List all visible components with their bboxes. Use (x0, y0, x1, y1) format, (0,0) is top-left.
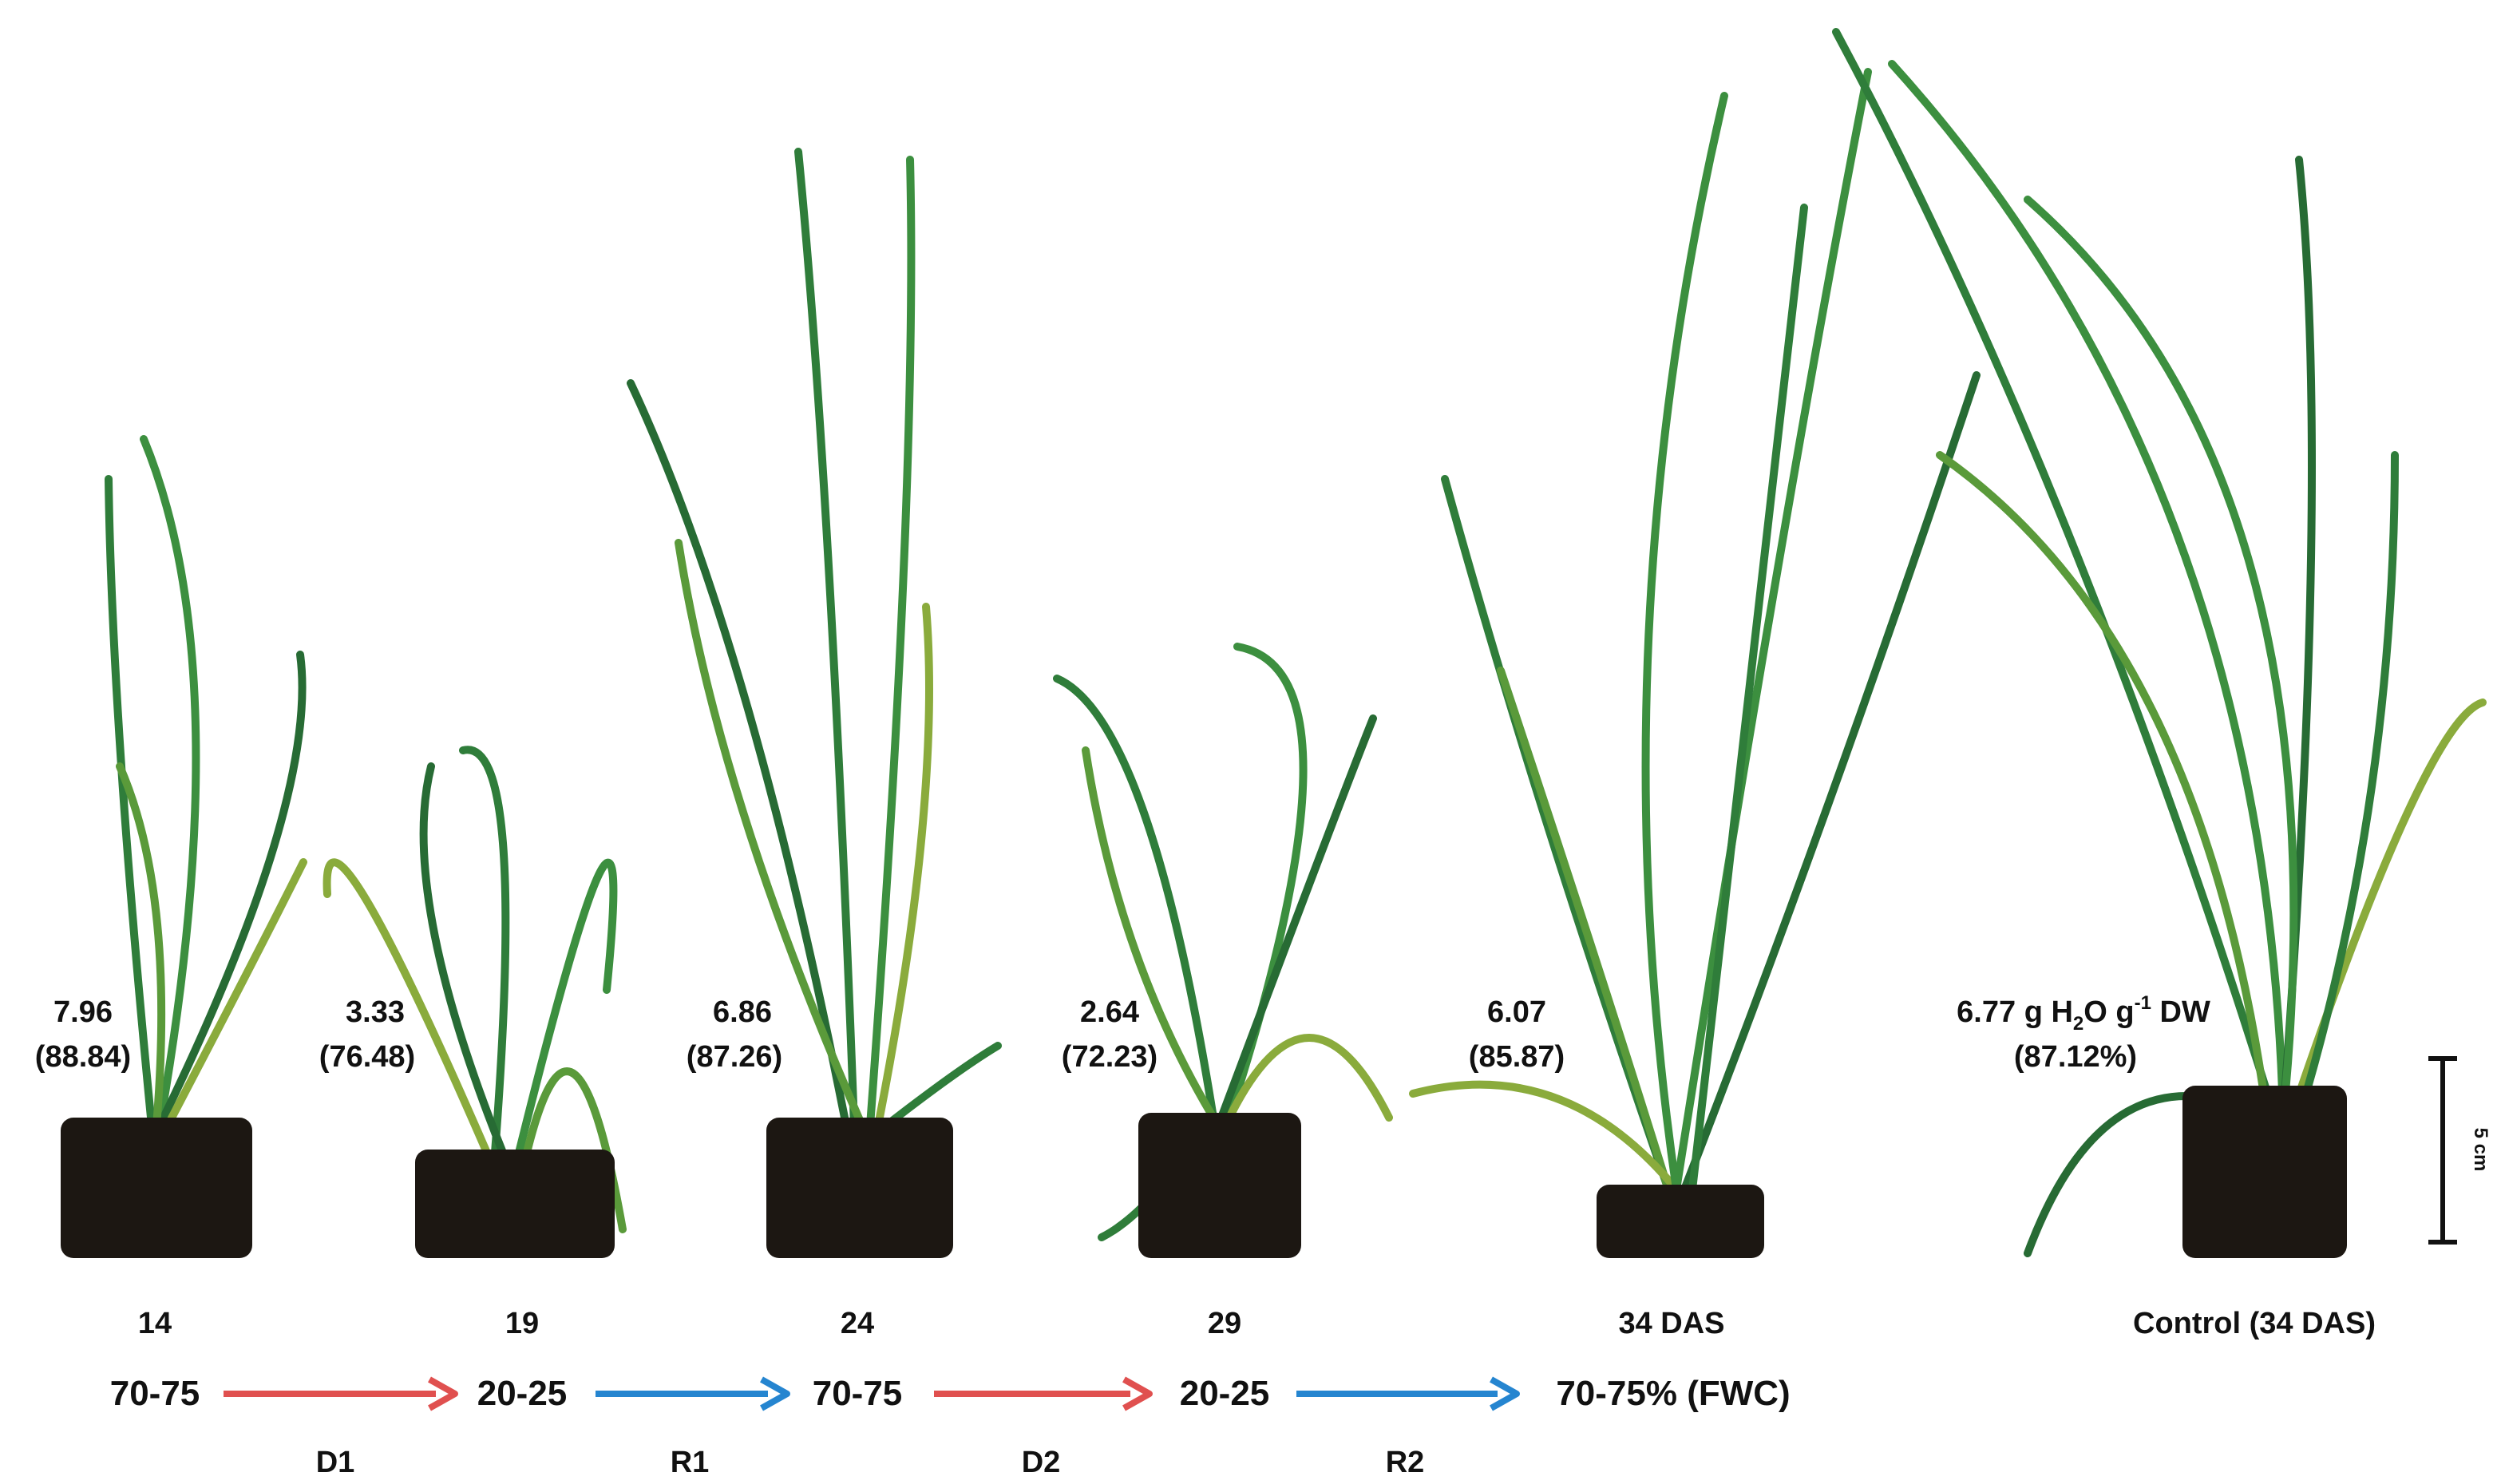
text-part: O g (2083, 995, 2134, 1029)
fwc-level: 70-75 (813, 1374, 903, 1413)
leaf (794, 148, 858, 1130)
leaf (627, 379, 850, 1130)
relative-water: (87.26) (687, 1040, 782, 1074)
fwc-level: 70-75 (110, 1374, 200, 1413)
relative-water: (72.23) (1062, 1040, 1157, 1074)
transition-label: R2 (1386, 1446, 1425, 1479)
leaf (874, 603, 933, 1130)
day-label: 24 (841, 1307, 874, 1340)
leaf (1672, 68, 1872, 1193)
leaf (1225, 1034, 1393, 1122)
arrow-head (1490, 1376, 1520, 1411)
leaf (1832, 28, 2279, 1122)
text-part: DW (2151, 995, 2210, 1029)
fwc-level: 20-25 (1180, 1374, 1270, 1413)
leaf (1888, 60, 2287, 1122)
soil-block (2182, 1086, 2347, 1258)
relative-water: (87.12%) (2014, 1040, 2137, 1074)
soil-block (766, 1118, 953, 1258)
leaf (1641, 92, 1728, 1193)
soil-block (61, 1118, 252, 1258)
water-content: 6.07 (1487, 995, 1546, 1029)
leaf (140, 435, 200, 1130)
leaf (419, 762, 507, 1157)
scale-bar (2428, 1056, 2457, 1245)
leaf (1082, 746, 1217, 1122)
leaf (1225, 643, 1308, 1122)
day-label: 19 (505, 1307, 539, 1340)
leaf (1936, 451, 2271, 1122)
subscript: 2 (2073, 1013, 2083, 1035)
water-content: 6.77 g H2O g-1 DW (1957, 992, 2210, 1035)
leaf (866, 156, 916, 1130)
relative-water: (88.84) (35, 1040, 131, 1074)
water-content: 3.33 (346, 995, 405, 1029)
arrow-head (760, 1376, 790, 1411)
day-label: 29 (1208, 1307, 1241, 1340)
day-label: Control (34 DAS) (2133, 1307, 2376, 1340)
leaf (1053, 675, 1217, 1122)
leaf (164, 858, 307, 1130)
soil-block (1597, 1185, 1764, 1258)
leaf (459, 746, 510, 1157)
leaf (1688, 204, 1808, 1193)
transition-label: D1 (316, 1446, 355, 1479)
leaf (1497, 667, 1672, 1193)
leaf (105, 475, 156, 1130)
fwc-level: 70-75% (FWC) (1556, 1374, 1790, 1413)
leaf (156, 651, 307, 1130)
soil-block (415, 1150, 615, 1258)
leaf (2295, 451, 2399, 1122)
transition-label: D2 (1022, 1446, 1061, 1479)
leaf (882, 1042, 1002, 1130)
superscript: -1 (2135, 992, 2151, 1014)
leaf (2279, 156, 2316, 1122)
text-part: 6.77 g H (1957, 995, 2073, 1029)
plant-photos (61, 28, 2487, 1258)
leaf (1217, 714, 1377, 1122)
arrow-head (428, 1376, 458, 1411)
leaf (2024, 196, 2298, 1122)
water-content: 7.96 (53, 995, 113, 1029)
day-label: 14 (138, 1307, 172, 1340)
leaf (1409, 1080, 1680, 1193)
transition-label: R1 (671, 1446, 710, 1479)
water-content: 2.64 (1080, 995, 1139, 1029)
fwc-level: 20-25 (477, 1374, 568, 1413)
water-content: 6.86 (713, 995, 772, 1029)
arrow-head (1122, 1376, 1153, 1411)
relative-water: (85.87) (1469, 1040, 1565, 1074)
leaf (515, 858, 618, 1157)
day-label: 34 DAS (1618, 1307, 1724, 1340)
scale-label: 5 cm (2470, 1128, 2491, 1172)
soil-block (1138, 1113, 1301, 1258)
leaf (116, 762, 166, 1130)
leaf (1680, 371, 1981, 1193)
leaf (323, 858, 491, 1157)
leaf (675, 539, 866, 1130)
relative-water: (76.48) (319, 1040, 415, 1074)
